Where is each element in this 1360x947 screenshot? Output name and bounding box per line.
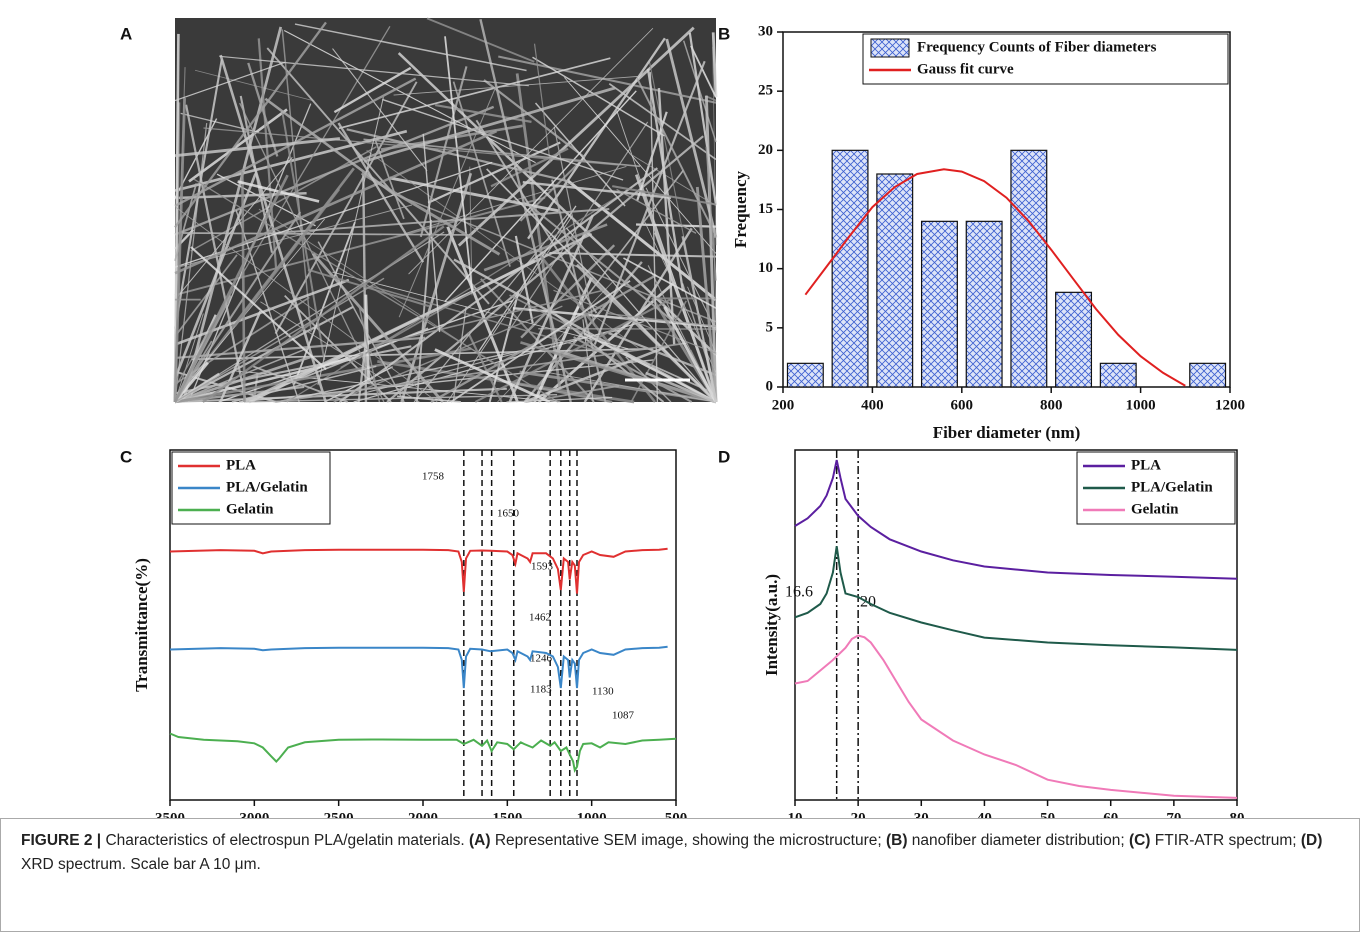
caption-text: nanofiber diameter distribution; bbox=[908, 832, 1129, 849]
y-axis-label: Frequency bbox=[731, 170, 750, 248]
y-axis-label: Intensity(a.u.) bbox=[762, 574, 781, 676]
bar bbox=[832, 150, 868, 387]
data-line bbox=[170, 647, 668, 688]
bar bbox=[922, 221, 958, 387]
legend-label: PLA bbox=[1131, 457, 1161, 473]
x-tick-label: 10 bbox=[788, 810, 803, 818]
x-tick-label: 200 bbox=[772, 397, 795, 413]
peak-label: 1650 bbox=[497, 508, 520, 520]
panel-label: A bbox=[120, 24, 132, 43]
x-tick-label: 1000 bbox=[577, 810, 607, 818]
x-axis-label: Fiber diameter (nm) bbox=[933, 423, 1081, 442]
x-tick-label: 400 bbox=[861, 397, 884, 413]
legend-label: Gelatin bbox=[1131, 501, 1179, 517]
bar bbox=[1100, 363, 1136, 387]
caption-text: Characteristics of electrospun PLA/gelat… bbox=[101, 832, 469, 849]
y-tick-label: 15 bbox=[758, 201, 773, 217]
x-tick-label: 80 bbox=[1230, 810, 1245, 818]
figure-panels: A B C D 200 400 600 800 1000 1200 0 5 10 15 20 25 30 Fibe… bbox=[0, 0, 1360, 818]
legend-label: PLA/Gelatin bbox=[226, 479, 308, 495]
peak-label: 1462 bbox=[529, 612, 551, 624]
bar bbox=[1011, 150, 1047, 387]
panel-label: B bbox=[718, 24, 730, 43]
caption: FIGURE 2 | Characteristics of electrospu… bbox=[0, 818, 1360, 932]
caption-text: FTIR-ATR spectrum; bbox=[1150, 832, 1300, 849]
caption-text: (B) bbox=[886, 832, 908, 849]
x-tick-label: 500 bbox=[665, 810, 688, 818]
y-tick-label: 0 bbox=[766, 378, 774, 394]
data-line bbox=[795, 546, 1237, 650]
panel-label: D bbox=[718, 447, 730, 466]
peak-label: 1183 bbox=[530, 684, 552, 696]
panel-label: C bbox=[120, 447, 132, 466]
caption-text: (D) bbox=[1301, 832, 1323, 849]
bar bbox=[1190, 363, 1226, 387]
data-line bbox=[170, 734, 676, 771]
x-tick-label: 20 bbox=[851, 810, 866, 818]
legend-swatch bbox=[871, 39, 909, 57]
figure: A B C D 200 400 600 800 1000 1200 0 5 10 15 20 25 30 Fibe… bbox=[0, 0, 1360, 947]
x-tick-label: 3500 bbox=[155, 810, 185, 818]
y-tick-label: 5 bbox=[766, 319, 774, 335]
bar bbox=[1056, 292, 1092, 387]
bar bbox=[787, 363, 823, 387]
x-tick-label: 1200 bbox=[1215, 397, 1245, 413]
bar bbox=[966, 221, 1002, 387]
legend-label: PLA/Gelatin bbox=[1131, 479, 1213, 495]
x-tick-label: 30 bbox=[914, 810, 929, 818]
y-tick-label: 10 bbox=[758, 260, 773, 276]
peak-label: 1087 bbox=[612, 710, 635, 722]
caption-text: FIGURE 2 | bbox=[21, 832, 101, 849]
legend-label: Gelatin bbox=[226, 501, 274, 517]
caption-text: (C) bbox=[1129, 832, 1151, 849]
legend-label: PLA bbox=[226, 457, 256, 473]
y-tick-label: 20 bbox=[758, 142, 773, 158]
x-tick-label: 50 bbox=[1040, 810, 1055, 818]
peak-label: 1758 bbox=[422, 471, 445, 483]
legend-label: Frequency Counts of Fiber diameters bbox=[917, 39, 1157, 55]
y-tick-label: 30 bbox=[758, 23, 773, 39]
x-tick-label: 1500 bbox=[492, 810, 522, 818]
peak-label: 16.6 bbox=[785, 584, 813, 601]
y-axis-label: Transmittance(%) bbox=[132, 558, 151, 692]
x-tick-label: 70 bbox=[1166, 810, 1181, 818]
peak-label: 1130 bbox=[592, 686, 614, 698]
x-tick-label: 2500 bbox=[324, 810, 354, 818]
caption-text: Representative SEM image, showing the mi… bbox=[491, 832, 886, 849]
y-tick-label: 25 bbox=[758, 83, 773, 99]
data-line bbox=[795, 636, 1237, 798]
x-tick-label: 1000 bbox=[1126, 397, 1156, 413]
x-tick-label: 600 bbox=[951, 397, 974, 413]
data-line bbox=[170, 549, 668, 594]
x-tick-label: 60 bbox=[1103, 810, 1118, 818]
legend-label: Gauss fit curve bbox=[917, 61, 1014, 77]
caption-text: (A) bbox=[469, 832, 491, 849]
x-tick-label: 3000 bbox=[239, 810, 269, 818]
bar bbox=[877, 174, 913, 387]
x-tick-label: 800 bbox=[1040, 397, 1063, 413]
x-tick-label: 40 bbox=[977, 810, 992, 818]
